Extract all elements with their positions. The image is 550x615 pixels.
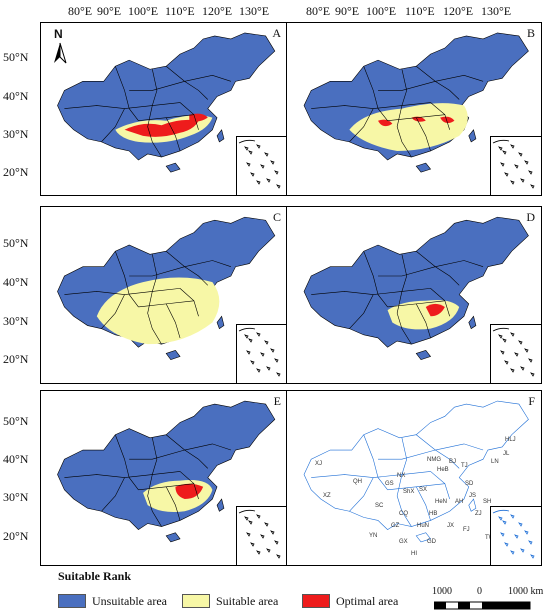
legend-label: Optimal area [336,593,399,608]
province-label: TW [485,535,494,541]
province-label: ZJ [475,511,482,517]
province-label: GS [385,481,394,487]
province-label: QH [353,479,362,485]
scale-bar: 1000 0 1000 km [432,586,550,614]
legend-item-suitable: Suitable area [182,594,278,608]
scale-bar-graphic [434,601,531,610]
province-label: HLJ [505,437,516,443]
province-label: HI [411,551,417,557]
panel-label: E [273,394,281,408]
panel-label: C [272,210,281,224]
lat-label: 30°N [3,127,29,141]
panel-label: A [272,26,281,40]
south-china-sea-inset [236,324,287,383]
map-panel-a: N A [40,22,288,196]
south-china-sea-inset [236,506,287,565]
province-label: JL [503,451,510,457]
province-label: AH [455,499,464,505]
legend-label: Unsuitable area [92,593,167,608]
lat-label: 50°N [3,50,29,64]
legend-swatch [58,594,86,608]
province-label: GD [427,539,436,545]
province-label: JX [447,523,455,529]
legend-label: Suitable area [216,593,279,608]
china-map [41,391,287,565]
lat-label: 40°N [3,452,29,466]
lat-label: 20°N [3,352,29,366]
province-label: ShX [403,489,415,495]
south-china-sea-inset [236,136,287,195]
lon-label: 80°E [306,4,331,18]
north-label: N [54,27,63,41]
province-label: YN [369,533,378,539]
legend-swatch [182,594,210,608]
lon-label: 120°E [443,4,474,18]
scale-label-left: 1000 [432,586,452,597]
china-map [287,207,541,383]
province-label: CQ [399,511,408,517]
province-label: HuN [417,523,430,529]
lon-label: 120°E [202,4,233,18]
lon-label: 100°E [366,4,397,18]
lon-label: 130°E [239,4,270,18]
china-province-map [287,391,541,565]
province-label: XZ [323,493,331,499]
province-label: NMG [427,457,441,463]
legend-title: Suitable Rank [58,569,132,583]
lon-label: 110°E [405,4,435,18]
legend-swatch [302,594,330,608]
lat-label: 50°N [3,414,29,428]
lat-label: 50°N [3,236,29,250]
legend-item-unsuitable: Unsuitable area [58,594,167,608]
province-label: BJ [449,459,457,465]
lon-label: 80°E [68,4,93,18]
map-panel-c: C [40,206,288,384]
lat-label: 40°N [3,275,29,289]
province-label: SH [483,499,492,505]
lon-label: 100°E [128,4,159,18]
panel-label: F [528,394,535,408]
lat-label: 20°N [3,529,29,543]
province-label: JS [469,493,477,499]
province-label: XJ [315,461,323,467]
scale-label-right: 1000 km [508,586,544,597]
map-panel-e: E [40,390,288,566]
province-label: HB [429,511,438,517]
province-label: TJ [461,463,468,469]
china-map [287,23,541,195]
south-china-sea-inset [490,506,541,565]
panel-label: D [526,210,535,224]
china-map [41,23,287,195]
panel-label: B [526,26,535,40]
lat-label: 30°N [3,490,29,504]
province-label: SD [465,481,474,487]
province-label: SC [375,503,384,509]
province-label: GZ [391,523,400,529]
lon-label: 90°E [97,4,122,18]
lon-label: 130°E [481,4,512,18]
south-china-sea-inset [490,324,541,383]
north-arrow-icon: N [49,27,71,65]
legend-item-optimal: Optimal area [302,594,398,608]
lat-label: 40°N [3,89,29,103]
map-panel-b: B [286,22,542,196]
lon-label: 90°E [335,4,360,18]
map-panel-f: HLJ JL LN NMG XJ XZ QH GS NX SX HeB BJ TJ SD HeN ShX SC H… [286,390,542,566]
province-label: FJ [463,527,470,533]
china-map [41,207,287,383]
south-china-sea-inset [490,136,541,195]
province-label: LN [491,459,499,465]
province-label: HeB [437,467,449,473]
map-panel-d: D [286,206,542,384]
province-label: HeN [435,499,448,505]
province-label: NX [397,473,406,479]
province-label: GX [399,539,408,545]
lat-label: 30°N [3,314,29,328]
lat-label: 20°N [3,165,29,179]
lon-label: 110°E [165,4,195,18]
province-label: SX [419,487,428,493]
scale-label-zero: 0 [477,586,482,597]
